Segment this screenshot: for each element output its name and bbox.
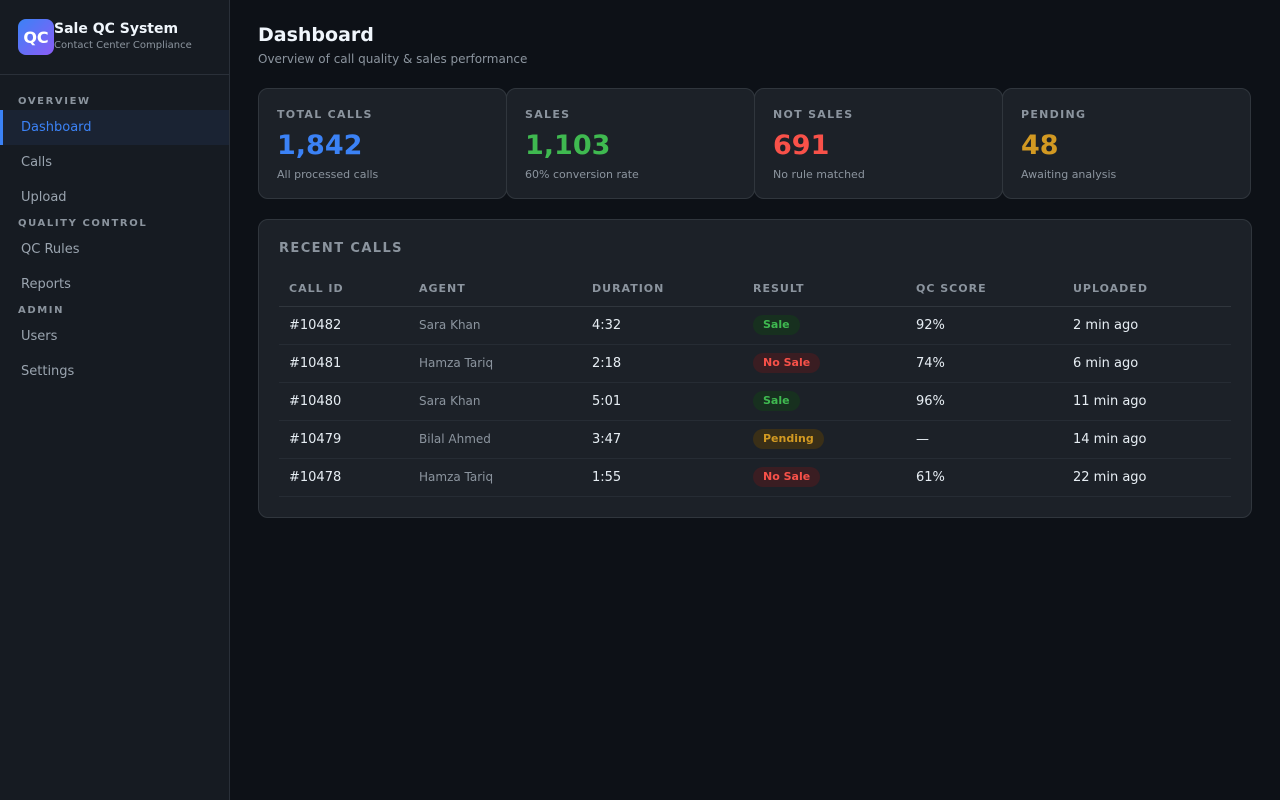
stat-card-pending: PENDING 48 Awaiting analysis [1002, 88, 1251, 199]
sidebar: QC Sale QC System Contact Center Complia… [0, 0, 230, 800]
result-cell: Pending [743, 420, 906, 459]
sidebar-item-users[interactable]: Users [21, 329, 58, 344]
qc-score-cell: — [906, 420, 1063, 459]
call-id-cell: #10480 [279, 382, 409, 421]
call-id-cell: #10482 [279, 306, 409, 345]
agent-cell: Sara Khan [409, 382, 582, 421]
app-subtitle: Contact Center Compliance [54, 40, 192, 51]
nav-section-admin: ADMIN [18, 305, 65, 316]
duration-cell: 5:01 [582, 382, 743, 421]
result-cell: No Sale [743, 458, 906, 497]
stat-label: PENDING [1021, 108, 1087, 121]
qc-score-cell: 74% [906, 344, 1063, 383]
call-id-cell: #10481 [279, 344, 409, 383]
result-cell: Sale [743, 382, 906, 421]
status-badge: No Sale [753, 353, 821, 373]
status-badge: Sale [753, 315, 800, 335]
sidebar-item-calls[interactable]: Calls [21, 155, 53, 170]
main-content: Dashboard Overview of call quality & sal… [230, 0, 1280, 800]
qc-score-cell: 61% [906, 458, 1063, 497]
qc-score-cell: 92% [906, 306, 1063, 345]
duration-cell: 4:32 [582, 306, 743, 345]
sidebar-item-reports[interactable]: Reports [21, 277, 71, 292]
stat-description: 60% conversion rate [525, 168, 639, 181]
table-row[interactable]: #10481 Hamza Tariq 2:18 No Sale 74% 6 min ago [279, 344, 1231, 383]
stat-value: 691 [773, 130, 830, 161]
uploaded-cell: 11 min ago [1063, 382, 1231, 421]
column-header-uploaded: UPLOADED [1063, 272, 1231, 307]
recent-calls-panel: RECENT CALLS CALL ID AGENT DURATION RESU… [258, 219, 1252, 518]
result-cell: No Sale [743, 344, 906, 383]
stat-description: All processed calls [277, 168, 379, 181]
sidebar-item-qc-rules[interactable]: QC Rules [21, 242, 80, 257]
status-badge: Pending [753, 429, 824, 449]
column-header-result: RESULT [743, 272, 906, 307]
page-subtitle: Overview of call quality & sales perform… [258, 52, 528, 66]
call-id-cell: #10479 [279, 420, 409, 459]
uploaded-cell: 2 min ago [1063, 306, 1231, 345]
stat-card-not-sales: NOT SALES 691 No rule matched [754, 88, 1003, 199]
duration-cell: 2:18 [582, 344, 743, 383]
table-row[interactable]: #10478 Hamza Tariq 1:55 No Sale 61% 22 min ag… [279, 458, 1231, 497]
brand-logo: QC [18, 19, 54, 55]
page-title: Dashboard [258, 24, 374, 46]
stat-value: 1,103 [525, 130, 611, 161]
sidebar-item-dashboard[interactable]: Dashboard [0, 110, 229, 145]
sidebar-item-settings[interactable]: Settings [21, 364, 75, 379]
brand: QC Sale QC System Contact Center Complia… [0, 0, 229, 75]
uploaded-cell: 6 min ago [1063, 344, 1231, 383]
agent-cell: Hamza Tariq [409, 344, 582, 383]
column-header-duration: DURATION [582, 272, 743, 307]
nav-section-overview: OVERVIEW [18, 96, 91, 107]
stat-description: No rule matched [773, 168, 865, 181]
uploaded-cell: 14 min ago [1063, 420, 1231, 459]
stats-row: TOTAL CALLS 1,842 All processed calls SA… [258, 88, 1252, 199]
agent-cell: Hamza Tariq [409, 458, 582, 497]
duration-cell: 3:47 [582, 420, 743, 459]
sidebar-item-upload[interactable]: Upload [21, 190, 67, 205]
app-title: Sale QC System [54, 21, 179, 37]
uploaded-cell: 22 min ago [1063, 458, 1231, 497]
nav-section-quality-control: QUALITY CONTROL [18, 218, 148, 229]
stat-description: Awaiting analysis [1021, 168, 1117, 181]
agent-cell: Bilal Ahmed [409, 420, 582, 459]
stat-card-sales: SALES 1,103 60% conversion rate [506, 88, 755, 199]
table-header-row: CALL ID AGENT DURATION RESULT QC SCORE U… [279, 272, 1231, 307]
stat-label: NOT SALES [773, 108, 854, 121]
duration-cell: 1:55 [582, 458, 743, 497]
result-cell: Sale [743, 306, 906, 345]
column-header-qc-score: QC SCORE [906, 272, 1063, 307]
stat-card-total-calls: TOTAL CALLS 1,842 All processed calls [258, 88, 507, 199]
agent-cell: Sara Khan [409, 306, 582, 345]
column-header-agent: AGENT [409, 272, 582, 307]
qc-score-cell: 96% [906, 382, 1063, 421]
table-body: #10482 Sara Khan 4:32 Sale 92% 2 min ago #1048… [279, 306, 1231, 497]
stat-value: 1,842 [277, 130, 363, 161]
recent-calls-table: CALL ID AGENT DURATION RESULT QC SCORE U… [279, 272, 1231, 497]
table-row[interactable]: #10482 Sara Khan 4:32 Sale 92% 2 min ago [279, 306, 1231, 345]
stat-label: TOTAL CALLS [277, 108, 373, 121]
stat-value: 48 [1021, 130, 1059, 161]
recent-calls-title: RECENT CALLS [279, 241, 403, 256]
call-id-cell: #10478 [279, 458, 409, 497]
status-badge: Sale [753, 391, 800, 411]
table-row[interactable]: #10479 Bilal Ahmed 3:47 Pending —14 min ago [279, 420, 1231, 459]
stat-label: SALES [525, 108, 571, 121]
status-badge: No Sale [753, 467, 821, 487]
column-header-call-id: CALL ID [279, 272, 409, 307]
table-row[interactable]: #10480 Sara Khan 5:01 Sale 96% 11 min ago [279, 382, 1231, 421]
